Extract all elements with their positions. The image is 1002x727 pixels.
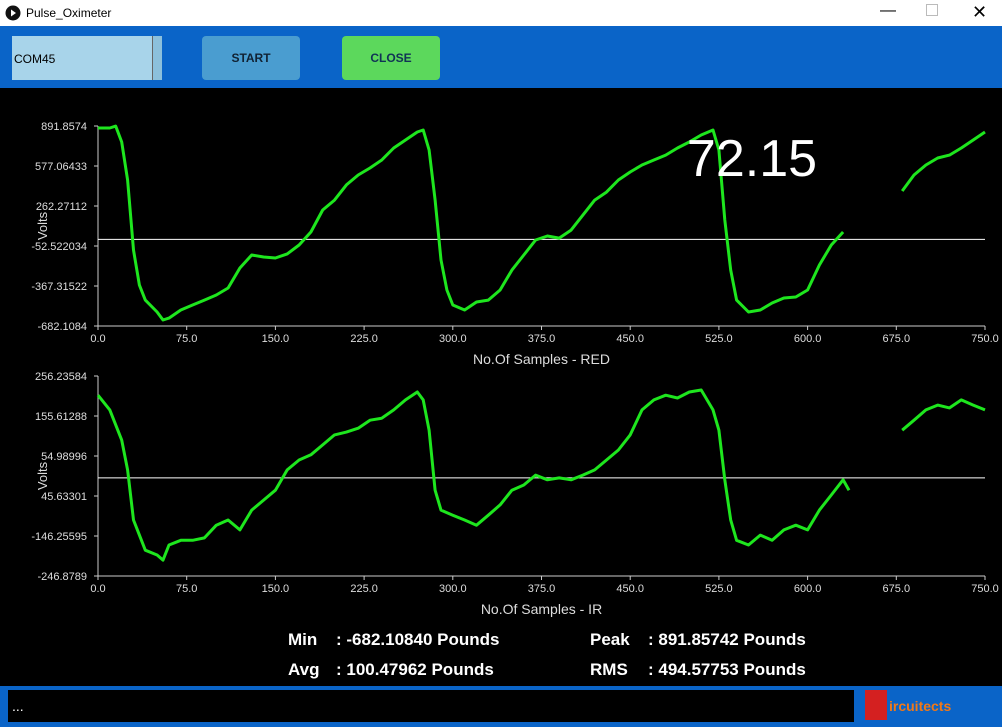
y-tick-label: -246.8789 — [37, 571, 87, 583]
x-tick-label: 525.0 — [705, 333, 733, 345]
status-field: ... — [8, 690, 854, 722]
minimize[interactable]: — — [880, 2, 896, 19]
maximize[interactable] — [926, 4, 938, 16]
y-tick-label: 45.63301 — [41, 491, 87, 503]
app-icon — [5, 5, 21, 21]
start-button[interactable]: START — [202, 36, 300, 80]
x-tick-label: 450.0 — [616, 333, 644, 345]
status-text: ... — [12, 698, 24, 714]
signal-line — [98, 124, 986, 322]
stat-text: : 100.47962 Pounds — [336, 660, 494, 679]
x-tick-label: 0.0 — [90, 583, 105, 595]
stat-text: Avg — [288, 660, 320, 679]
y-tick-label: -682.1084 — [37, 321, 87, 333]
x-tick-label: 150.0 — [262, 333, 290, 345]
x-tick-label: 375.0 — [528, 583, 556, 595]
y-tick-label: -367.31522 — [31, 281, 87, 293]
x-tick-label: 225.0 — [350, 583, 378, 595]
logo-icon — [865, 690, 887, 720]
title-bar: Pulse_Oximeter — ✕ — [0, 0, 1002, 26]
stat-text: : -682.10840 Pounds — [336, 630, 499, 649]
y-axis-label: Volts — [35, 211, 50, 240]
y-tick-label: -146.25595 — [31, 531, 87, 543]
x-tick-label: 600.0 — [794, 333, 822, 345]
toolbar: COM45 START CLOSE — [0, 26, 1002, 88]
chart-area: 891.8574 577.06433 262.27112 -52.522034 -367… — [31, 121, 999, 679]
stat-text: Peak — [590, 630, 630, 649]
port-label: COM45 — [14, 52, 56, 66]
x-tick-label: 0.0 — [90, 333, 105, 345]
x-tick-label: 675.0 — [883, 333, 911, 345]
close-window[interactable]: ✕ — [972, 2, 988, 22]
x-tick-label: 450.0 — [616, 583, 644, 595]
x-tick-label: 375.0 — [528, 333, 556, 345]
x-tick-label: 300.0 — [439, 333, 467, 345]
x-tick-label: 675.0 — [883, 583, 911, 595]
x-axis-label: No.Of Samples - IR — [481, 601, 602, 617]
reading: 72.15 — [687, 130, 817, 188]
y-tick-label: 54.98996 — [41, 451, 87, 463]
window-title: Pulse_Oximeter — [26, 6, 112, 20]
y-tick-label: 155.61288 — [35, 411, 87, 423]
x-tick-label: 75.0 — [176, 333, 197, 345]
x-tick-label: 525.0 — [705, 583, 733, 595]
stat-text: : 494.57753 Pounds — [648, 660, 806, 679]
logo: ircuitects — [889, 698, 952, 714]
close-button[interactable]: CLOSE — [342, 36, 440, 80]
stat-text: : 891.85742 Pounds — [648, 630, 806, 649]
status-bar: ... ircuitects — [0, 686, 1002, 727]
x-tick-label: 600.0 — [794, 583, 822, 595]
stat-text: RMS — [590, 660, 628, 679]
y-tick-label: 891.8574 — [41, 121, 87, 133]
y-axis-label: Volts — [35, 461, 50, 490]
x-tick-label: 150.0 — [262, 583, 290, 595]
x-axis-label: No.Of Samples - RED — [473, 351, 610, 367]
x-tick-label: 300.0 — [439, 583, 467, 595]
y-tick-label: -52.522034 — [31, 241, 87, 253]
x-tick-label: 75.0 — [176, 583, 197, 595]
port-select[interactable]: COM45 — [12, 36, 162, 80]
x-tick-label: 750.0 — [971, 583, 999, 595]
x-tick-label: 225.0 — [350, 333, 378, 345]
y-tick-label: 577.06433 — [35, 161, 87, 173]
stat-text: Min — [288, 630, 317, 649]
x-tick-label: 750.0 — [971, 333, 999, 345]
y-tick-label: 262.27112 — [36, 201, 87, 213]
signal-line — [96, 388, 986, 562]
y-tick-label: 256.23584 — [35, 371, 87, 383]
